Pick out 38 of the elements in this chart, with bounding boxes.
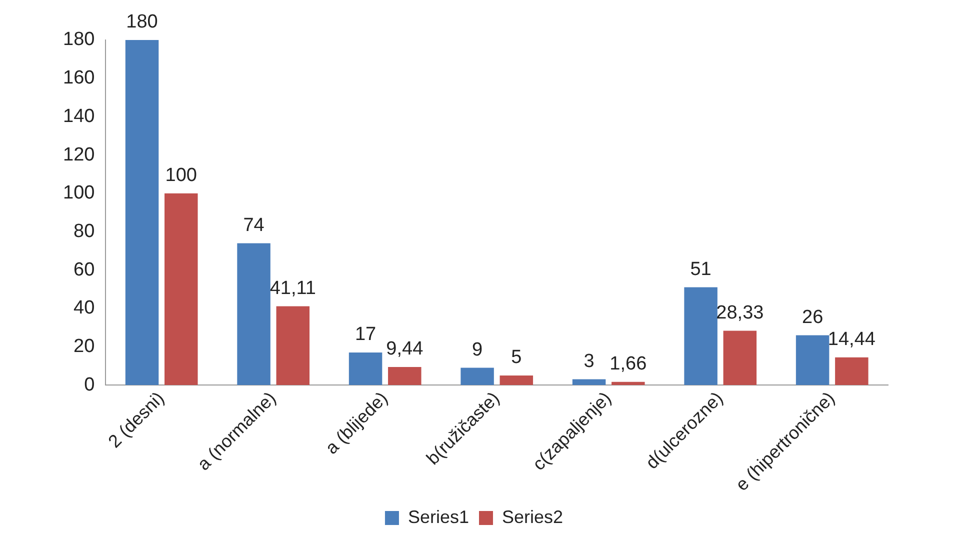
bar: [723, 330, 757, 386]
bar: [388, 366, 422, 386]
y-tick-label: 80: [74, 220, 95, 242]
y-tick-label: 40: [74, 298, 95, 319]
data-label: 3: [584, 351, 594, 372]
legend-label: Series2: [502, 506, 564, 527]
y-tick-label: 120: [63, 144, 95, 166]
data-label: 180: [126, 12, 158, 33]
legend-label: Series1: [408, 506, 469, 527]
data-label: 14,44: [828, 329, 876, 350]
data-label: 26: [802, 306, 824, 328]
bar: [237, 243, 270, 386]
bar: [500, 375, 534, 386]
y-tick-label: 0: [84, 374, 95, 396]
y-tick-label: 180: [63, 29, 95, 50]
y-tick-label: 20: [74, 336, 95, 357]
bar: [835, 357, 868, 386]
y-tick-label: 100: [63, 182, 95, 204]
bar: [125, 40, 159, 386]
bar: [796, 335, 830, 386]
bar: [276, 306, 310, 386]
bar: [684, 287, 718, 386]
bar: [572, 379, 606, 386]
data-label: 1,66: [610, 354, 647, 375]
y-tick-label: 60: [74, 259, 95, 280]
bar: [460, 368, 494, 386]
bar: [164, 193, 198, 386]
data-label: 17: [354, 324, 376, 346]
y-tick-label: 160: [63, 68, 95, 89]
data-label: 9: [472, 340, 483, 361]
data-label: 5: [511, 347, 522, 368]
bar: [348, 352, 382, 386]
data-label: 74: [243, 214, 265, 236]
data-label: 100: [165, 165, 197, 186]
data-label: 9,44: [386, 338, 424, 360]
bar: [612, 382, 645, 386]
y-tick-label: 140: [63, 106, 95, 127]
data-label: 51: [690, 259, 712, 280]
